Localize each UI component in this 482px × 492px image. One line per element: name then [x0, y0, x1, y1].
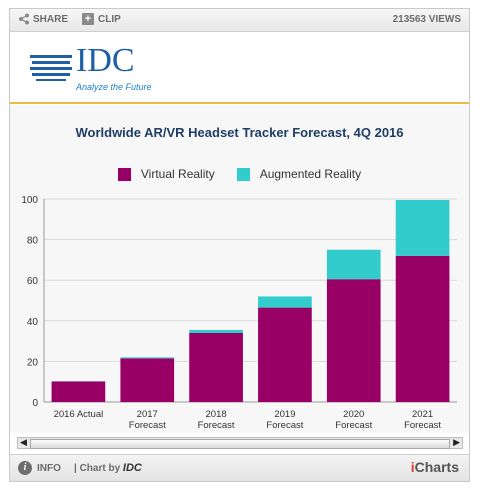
scroll-right-icon[interactable]: ▶	[453, 437, 460, 447]
chart-widget: SHARE + CLIP 213563 VIEWS IDC Analyze th…	[9, 8, 470, 482]
y-tick-label: 20	[27, 357, 39, 368]
bar-virtual-reality	[258, 307, 312, 402]
chart-title: Worldwide AR/VR Headset Tracker Forecast…	[75, 125, 404, 140]
x-tick-label: 2018 Forecast	[198, 409, 235, 431]
chart-area: Worldwide AR/VR Headset Tracker Forecast…	[10, 105, 469, 433]
scroll-thumb[interactable]	[30, 439, 450, 449]
idc-logo: IDC	[76, 42, 135, 79]
logo-tagline: Analyze the Future	[76, 82, 152, 92]
bar-augmented-reality	[258, 296, 312, 308]
bar-virtual-reality	[120, 358, 175, 402]
legend-swatch-ar	[236, 167, 250, 181]
x-tick-label: 2021 Forecast	[404, 409, 441, 431]
bar-virtual-reality	[189, 332, 243, 402]
share-icon	[19, 13, 29, 25]
y-tick-label: 40	[27, 317, 39, 328]
y-tick-label: 100	[21, 195, 38, 206]
bar-virtual-reality	[51, 381, 106, 402]
info-icon: i	[18, 461, 32, 475]
legend-label-ar: Augmented Reality	[259, 167, 362, 181]
share-label: SHARE	[33, 13, 69, 25]
chart-by-label: | Chart by	[74, 463, 121, 474]
bottom-bar: i INFO | Chart by IDC iCharts	[10, 454, 469, 481]
icharts-logo[interactable]: iCharts	[410, 459, 459, 475]
y-tick-label: 60	[27, 276, 39, 287]
globe-icon	[30, 55, 72, 81]
info-label: INFO	[37, 462, 61, 474]
info-button[interactable]: i INFO	[18, 461, 61, 475]
legend-item-virtual-reality[interactable]: Virtual Reality	[117, 167, 215, 181]
x-tick-label: 2020 Forecast	[335, 409, 372, 431]
legend-label-vr: Virtual Reality	[140, 167, 215, 181]
chart-legend: Virtual Reality Augmented Reality	[10, 167, 469, 181]
bar-chart: 0 20 40 60 80 100 2016 Actual 2017 Forecast 2018 F…	[21, 195, 457, 431]
clip-label: CLIP	[98, 13, 121, 25]
bar-virtual-reality	[326, 279, 381, 402]
y-tick-label: 0	[32, 398, 38, 409]
bar-augmented-reality	[120, 357, 175, 359]
bar-augmented-reality	[189, 329, 243, 333]
views-count: 213563 VIEWS	[392, 14, 461, 25]
clip-button[interactable]: + CLIP	[82, 13, 121, 25]
bar-augmented-reality	[395, 200, 450, 256]
y-tick-label: 80	[27, 236, 39, 247]
top-toolbar: SHARE + CLIP 213563 VIEWS	[10, 9, 469, 32]
horizontal-scrollbar[interactable]: ◀ ▶	[17, 437, 463, 449]
x-tick-label: 2017 Forecast	[129, 409, 166, 431]
share-button[interactable]: SHARE	[18, 13, 68, 25]
bar-virtual-reality	[395, 255, 450, 402]
x-tick-label: 2016 Actual	[54, 409, 104, 420]
scroll-left-icon[interactable]: ◀	[20, 437, 27, 447]
chart-by-brand: IDC	[122, 462, 142, 474]
legend-item-augmented-reality[interactable]: Augmented Reality	[236, 167, 362, 181]
chart-by-credit: | Chart by IDC	[74, 462, 142, 474]
legend-swatch-vr	[117, 167, 131, 181]
logo-area: IDC Analyze the Future	[10, 32, 469, 104]
plus-icon: +	[82, 13, 94, 25]
bar-augmented-reality	[326, 249, 381, 280]
x-tick-label: 2019 Forecast	[266, 409, 303, 431]
